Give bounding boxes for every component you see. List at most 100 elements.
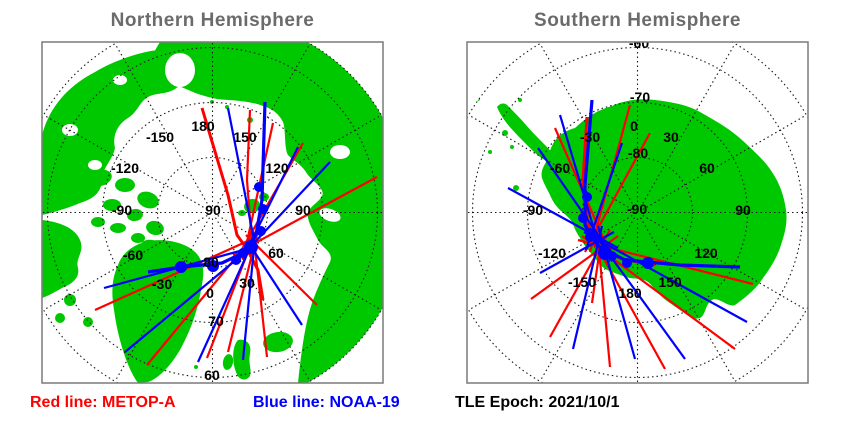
satellite-position-dot <box>642 257 654 269</box>
island <box>83 317 93 327</box>
landmass <box>42 220 82 298</box>
satellite-position-dot <box>254 182 264 192</box>
noaa-19-track <box>226 107 258 251</box>
plot-frame <box>466 41 809 384</box>
island <box>513 185 519 191</box>
longitude-label: 120 <box>694 245 718 261</box>
sea <box>88 160 102 170</box>
longitude-label: -150 <box>568 274 596 290</box>
latitude-label: 70 <box>208 313 224 329</box>
tle-epoch-label: TLE Epoch: 2021/10/1 <box>455 394 620 411</box>
longitude-label: 30 <box>239 275 255 291</box>
longitude-label: 150 <box>233 129 257 145</box>
noaa-19-track <box>537 147 611 253</box>
satellite-position-dot <box>256 226 266 236</box>
sea <box>330 145 350 159</box>
longitude-label: -90 <box>112 202 132 218</box>
longitude-label: -90 <box>523 202 543 218</box>
longitude-label: -60 <box>123 247 143 263</box>
satellite-position-dot <box>578 213 588 223</box>
longitude-label: -120 <box>111 160 139 176</box>
island <box>91 217 105 227</box>
metop-a-track <box>232 176 378 256</box>
longitude-label: 90 <box>295 202 311 218</box>
legend-blue-line-noaa-19: Blue line: NOAA-19 <box>253 394 400 411</box>
longitude-label: -150 <box>146 129 174 145</box>
noaa-19-track <box>242 146 299 259</box>
latitude-label: -80 <box>628 145 648 161</box>
longitude-label: 30 <box>663 129 679 145</box>
island <box>141 239 163 253</box>
south-hemisphere-title: Southern Hemisphere <box>534 10 741 31</box>
longitude-label: 0 <box>206 285 214 301</box>
island <box>115 178 135 192</box>
island <box>64 294 76 306</box>
graticule <box>467 42 808 383</box>
island <box>137 191 159 209</box>
noaa-19-track <box>558 114 604 257</box>
noaa-19-track <box>124 253 244 353</box>
longitude-label: -30 <box>152 276 172 292</box>
island <box>510 145 514 149</box>
longitude-label: 120 <box>265 160 289 176</box>
satellite-position-dot <box>244 240 258 254</box>
satellite-position-dot <box>607 251 617 261</box>
longitude-label: 60 <box>268 245 284 261</box>
longitude-label: -30 <box>580 129 600 145</box>
longitude-label: 180 <box>618 285 642 301</box>
island <box>146 220 164 236</box>
landmass <box>42 48 185 215</box>
noaa-19-track <box>583 231 748 323</box>
noaa-19-track <box>571 225 604 350</box>
island <box>55 313 65 323</box>
satellite-position-dot <box>238 248 248 258</box>
latitude-label: 90 <box>205 202 221 218</box>
legend-red-line-metop-a: Red line: METOP-A <box>30 394 176 411</box>
sea <box>319 208 341 222</box>
satellite-position-dot <box>258 204 268 214</box>
latitude-label: -90 <box>627 201 647 217</box>
noaa-19-track <box>196 249 251 363</box>
island <box>110 223 126 233</box>
island <box>488 150 492 154</box>
hemisphere-map-south: 0 30 -30 60 -60 90 -90 120 -120 150 -150 180 -90 -80 -… <box>466 35 809 384</box>
longitude-label: -120 <box>538 245 566 261</box>
latitude-label: -70 <box>630 89 650 105</box>
longitude-label: 180 <box>191 118 215 134</box>
latitude-label: -60 <box>629 35 649 51</box>
longitude-label: 60 <box>699 160 715 176</box>
satellite-position-dot <box>207 260 219 272</box>
noaa-19-track <box>241 247 256 361</box>
island <box>131 233 145 243</box>
landmass <box>497 103 556 163</box>
island <box>222 354 234 370</box>
satellite-position-dot <box>585 232 595 242</box>
longitude-label: -60 <box>550 160 570 176</box>
metop-a-track <box>236 142 304 259</box>
satellite-position-dot <box>582 192 592 202</box>
satellite-position-dot <box>231 255 241 265</box>
longitude-label: 150 <box>658 274 682 290</box>
longitude-label: 90 <box>735 202 751 218</box>
latitude-label: 60 <box>204 367 220 383</box>
latitude-label: 80 <box>203 254 219 270</box>
island <box>263 331 293 353</box>
sea <box>165 53 195 87</box>
metop-a-track <box>94 238 251 312</box>
noaa-19-track <box>247 241 303 326</box>
north-hemisphere-title: Northern Hemisphere <box>110 10 315 31</box>
satellite-position-dot <box>622 258 632 268</box>
hemisphere-map-north: 180 -150 150 -120 120 -90 90 -60 60 -30 30 0 90 80 70 6… <box>41 41 384 384</box>
latitude-circle <box>581 156 694 269</box>
sea <box>113 75 127 85</box>
island <box>518 98 522 102</box>
island <box>88 169 112 187</box>
longitude-label: 0 <box>630 118 638 134</box>
island <box>103 199 121 211</box>
plot-frame <box>41 41 384 384</box>
island <box>194 365 198 369</box>
landmass <box>151 42 383 383</box>
satellite-position-dot <box>175 261 187 273</box>
